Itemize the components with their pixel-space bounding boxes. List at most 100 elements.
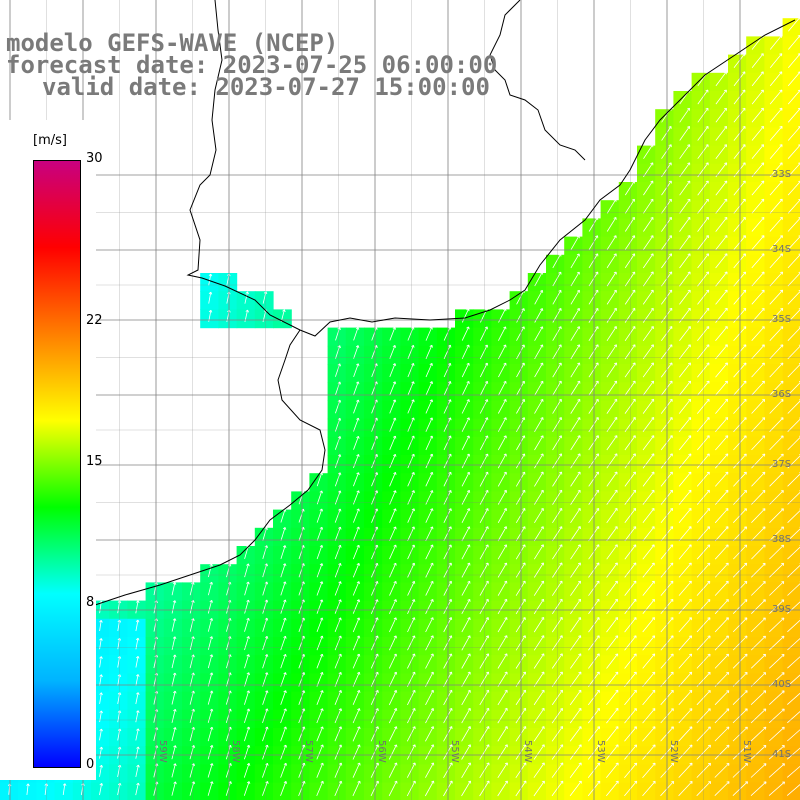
wind-cell	[527, 655, 547, 674]
wind-cell	[746, 382, 765, 401]
wind-cell	[764, 273, 784, 292]
wind-arrow	[353, 381, 360, 396]
wind-arrow	[280, 581, 287, 596]
wind-arrow	[715, 107, 727, 123]
wind-arrow	[624, 253, 636, 269]
wind-arrow	[407, 580, 416, 596]
wind-cell	[509, 564, 529, 583]
wind-arrow	[678, 726, 693, 742]
wind-arrow	[714, 508, 729, 524]
wind-cell	[691, 418, 711, 438]
wind-cell	[655, 182, 674, 201]
wind-arrow	[479, 671, 490, 687]
wind-cell	[709, 291, 729, 310]
wind-arrow	[353, 327, 360, 341]
wind-arrow	[715, 217, 728, 232]
wind-arrow	[697, 253, 709, 269]
wind-arrow	[606, 198, 617, 214]
wind-arrow	[406, 744, 416, 760]
wind-arrow	[751, 271, 765, 287]
wind-cell	[655, 436, 674, 456]
wind-cell	[527, 728, 547, 747]
wind-arrow	[606, 708, 619, 724]
wind-arrow	[606, 653, 619, 669]
wind-cell	[655, 709, 674, 729]
wind-cell	[546, 527, 565, 547]
wind-arrow	[171, 745, 177, 760]
wind-cell	[436, 491, 456, 511]
wind-cell	[746, 273, 765, 292]
wind-arrow	[588, 417, 599, 433]
wind-arrow	[298, 762, 306, 778]
wind-arrow	[262, 781, 269, 796]
wind-arrow	[171, 781, 177, 796]
wind-cell	[509, 709, 529, 729]
wind-arrow	[606, 598, 618, 615]
wind-arrow	[207, 744, 214, 760]
wind-cell	[400, 400, 420, 420]
wind-arrow	[334, 671, 342, 687]
wind-cell	[728, 382, 747, 401]
wind-arrow	[244, 690, 250, 705]
wind-cell	[418, 655, 438, 674]
wind-arrow	[643, 180, 654, 196]
wind-cell	[637, 764, 656, 784]
wind-arrow	[552, 344, 562, 360]
wind-cell	[728, 200, 747, 219]
wind-arrow	[99, 656, 103, 668]
wind-arrow	[679, 253, 691, 269]
wind-arrow	[316, 726, 324, 742]
forecast-date-label: forecast date: 2023-07-25 06:00:00	[6, 51, 498, 79]
wind-arrow	[244, 636, 250, 651]
wind-arrow	[352, 671, 361, 687]
wind-cell	[382, 455, 401, 474]
wind-cell	[418, 327, 438, 347]
wind-cell	[728, 582, 747, 602]
wind-arrow	[443, 490, 452, 505]
wind-arrow	[661, 217, 672, 232]
wind-cell	[345, 582, 365, 602]
wind-arrow	[389, 508, 397, 523]
wind-arrow	[388, 689, 398, 706]
wind-cell	[509, 455, 529, 474]
wind-arrow	[316, 544, 324, 560]
wind-cell	[564, 273, 583, 292]
wind-arrow	[389, 580, 397, 596]
wind-arrow	[569, 780, 582, 797]
wind-arrow	[135, 764, 140, 777]
wind-arrow	[461, 580, 471, 596]
wind-arrow	[642, 435, 655, 451]
wind-cell	[382, 764, 401, 784]
wind-arrow	[642, 380, 654, 396]
wind-cell	[254, 709, 274, 729]
wind-arrow	[715, 89, 727, 105]
wind-arrow	[552, 489, 563, 505]
wind-arrow	[533, 635, 545, 651]
wind-cell	[618, 218, 638, 238]
wind-arrow	[624, 471, 636, 487]
wind-arrow	[352, 526, 360, 542]
longitude-label: 57W	[303, 740, 314, 763]
wind-arrow	[624, 526, 637, 542]
wind-arrow	[479, 707, 490, 724]
wind-arrow	[497, 417, 507, 432]
wind-cell	[509, 400, 529, 420]
wind-arrow	[715, 344, 728, 360]
wind-arrow	[570, 544, 581, 560]
wind-cell	[728, 436, 747, 456]
wind-arrow	[588, 344, 599, 360]
wind-arrow	[642, 617, 655, 633]
wind-cell	[582, 473, 602, 492]
wind-cell	[655, 764, 674, 784]
wind-arrow	[443, 453, 452, 469]
longitude-label: 56W	[376, 740, 387, 763]
wind-arrow	[714, 599, 729, 615]
wind-arrow	[552, 271, 562, 287]
wind-arrow	[787, 692, 800, 705]
wind-arrow	[479, 598, 489, 615]
wind-cell	[527, 400, 547, 420]
wind-cell	[364, 728, 383, 747]
wind-arrow	[679, 326, 691, 342]
wind-cell	[509, 655, 529, 674]
wind-arrow	[461, 344, 470, 359]
